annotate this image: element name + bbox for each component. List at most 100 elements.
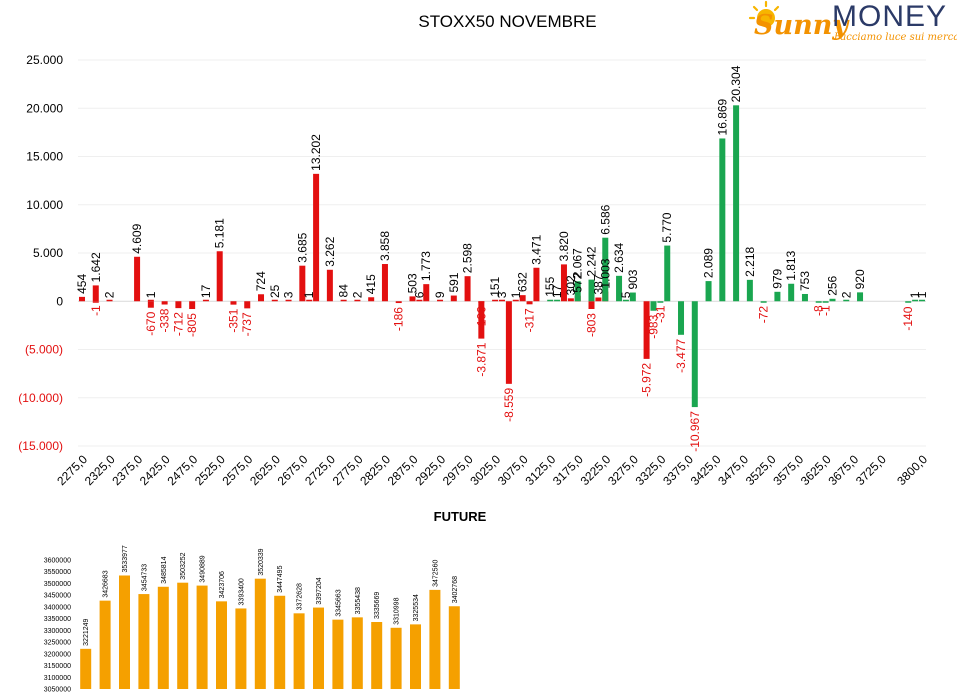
data-label: 2.089 [702, 248, 716, 278]
data-label: -3.477 [674, 338, 688, 372]
data-label: 1.642 [89, 252, 103, 282]
y-tick-label: (5.000) [25, 343, 63, 357]
bar [519, 295, 526, 302]
bar [602, 237, 609, 302]
data-label: -10.967 [688, 411, 702, 452]
bar [554, 299, 561, 302]
bar [774, 291, 781, 302]
data-label: -72 [757, 306, 771, 324]
bar [340, 299, 347, 302]
future-data-label: 3355438 [355, 587, 362, 614]
chart-title: STOXX50 NOVEMBRE [418, 12, 597, 31]
data-label: 903 [626, 269, 640, 289]
future-data-label: 3454733 [141, 564, 148, 591]
sun-icon [748, 0, 780, 27]
bar [912, 299, 919, 302]
data-label: 2.634 [612, 242, 626, 272]
bar [271, 299, 278, 302]
future-bar [351, 617, 363, 689]
data-label: 1 [908, 291, 922, 298]
bar [533, 267, 540, 302]
future-data-label: 3345663 [335, 589, 342, 616]
bar [478, 301, 485, 339]
future-bar [216, 601, 227, 689]
data-label: 724 [254, 271, 268, 291]
data-label: 17 [550, 284, 564, 298]
data-label: 151 [488, 276, 502, 296]
future-bar [371, 621, 383, 689]
bar [499, 299, 505, 302]
data-label: 1 [144, 291, 158, 298]
future-data-label: 3393400 [238, 578, 245, 605]
bar [478, 301, 485, 303]
bar [560, 264, 567, 302]
future-data-label: 3325534 [413, 594, 420, 621]
data-label: 9 [433, 291, 447, 298]
bar [595, 297, 602, 302]
data-label: 1.003 [598, 258, 612, 288]
future-y-tick-label: 3400000 [44, 604, 71, 611]
bar [92, 285, 99, 302]
future-data-label: 3372628 [297, 583, 304, 610]
bar [691, 301, 698, 408]
future-data-label: 3397204 [316, 577, 323, 604]
data-label: 591 [447, 272, 461, 292]
bar [423, 284, 430, 302]
bar [719, 138, 726, 302]
bar [464, 276, 471, 302]
data-label: -805 [185, 313, 199, 337]
bar [857, 292, 864, 302]
data-label: 3 [282, 291, 296, 298]
bar [664, 245, 671, 302]
bar [526, 301, 533, 305]
bar [650, 301, 657, 311]
data-label: 3 [495, 291, 509, 298]
data-label: -8 [812, 305, 826, 316]
future-data-label: 3520339 [258, 548, 265, 575]
future-data-label: 3485814 [161, 556, 168, 583]
bar [92, 301, 99, 303]
data-label: -803 [585, 313, 599, 337]
bar [505, 301, 512, 384]
data-label: 25 [268, 284, 282, 298]
data-label: 2.242 [585, 246, 599, 276]
bar [801, 293, 808, 302]
data-label: -737 [240, 312, 254, 336]
bar [616, 275, 623, 302]
bar [175, 301, 182, 309]
y-tick-label: 5.000 [33, 246, 63, 260]
bar [657, 301, 664, 303]
data-label: 6 [412, 291, 426, 298]
bar [216, 251, 223, 302]
bar [843, 299, 850, 302]
bar [450, 295, 457, 302]
data-label: 6.586 [598, 204, 612, 234]
future-bar [274, 595, 286, 689]
data-label: -1 [89, 305, 103, 316]
data-label: 387 [591, 274, 605, 294]
data-label: 753 [798, 271, 812, 291]
data-label: 3.858 [378, 231, 392, 261]
bar [788, 283, 795, 302]
data-label: 84 [337, 284, 351, 298]
data-label: 1 [915, 291, 929, 298]
bar [746, 279, 753, 302]
sunny-money-logo: Sunny MONEY Facciamo luce sui mercati [748, 0, 957, 43]
future-data-label: 3402768 [452, 576, 459, 603]
future-data-label: 3221249 [83, 618, 90, 645]
future-chart-title: FUTURE [434, 509, 487, 524]
bar [822, 301, 829, 303]
future-bar [177, 582, 189, 689]
bar [306, 299, 313, 302]
y-tick-label: (15.000) [18, 439, 63, 453]
future-bar [313, 607, 324, 689]
data-label: 256 [825, 275, 839, 295]
data-label: 3.685 [295, 232, 309, 262]
future-data-label: 3310998 [394, 597, 401, 624]
bar [189, 301, 196, 310]
data-label: 302 [564, 275, 578, 295]
future-data-label: 3490889 [200, 555, 207, 582]
data-label: 632 [516, 272, 530, 292]
data-label: 2.067 [571, 248, 585, 278]
data-label: 1.813 [784, 250, 798, 280]
